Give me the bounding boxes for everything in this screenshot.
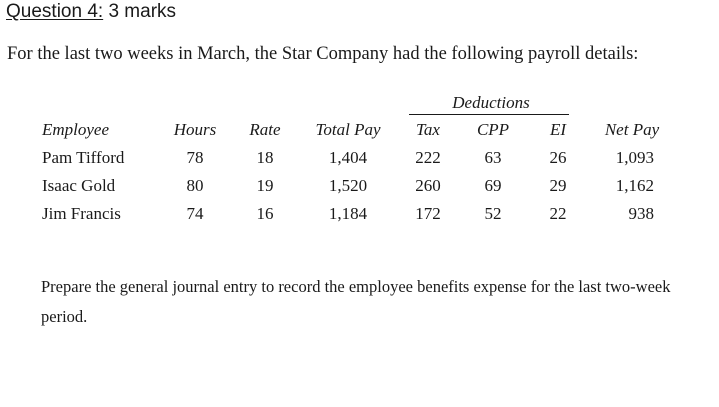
table-row-employee: Jim Francis (42, 204, 121, 223)
table-row-tax: 260 (415, 176, 441, 195)
table-row-ei: 29 (549, 176, 567, 195)
table-row-cpp: 69 (484, 176, 502, 195)
table-row-employee: Isaac Gold (42, 176, 116, 195)
table-row-total-pay: 1,404 (328, 148, 368, 167)
table-row-hours: 74 (186, 204, 204, 223)
table-row-total-pay: 1,184 (328, 204, 368, 223)
table-row-hours: 80 (186, 176, 204, 195)
table-row-tax: 222 (415, 148, 441, 167)
instruction-text: Prepare the general journal entry to rec… (41, 277, 671, 326)
table-row-net-pay: 1,093 (615, 148, 654, 167)
header-tax: Tax (416, 120, 440, 139)
table-row-ei: 26 (549, 148, 567, 167)
table-row-rate: 18 (256, 148, 274, 167)
header-net-pay: Net Pay (604, 120, 660, 139)
header-ei: EI (549, 120, 567, 139)
question-label: Question 4: (6, 1, 104, 22)
deductions-group-header: Deductions (452, 93, 530, 112)
table-row-total-pay: 1,520 (328, 176, 368, 195)
header-total-pay: Total Pay (315, 120, 381, 139)
table-row-employee: Pam Tifford (42, 148, 125, 167)
deductions-underline (409, 114, 569, 115)
table-row-hours: 78 (186, 148, 204, 167)
question-heading: Question 4: 3 marks (6, 0, 176, 24)
table-row-cpp: 52 (484, 204, 502, 223)
table-row-net-pay: 938 (628, 204, 655, 223)
intro-text: For the last two weeks in March, the Sta… (7, 44, 639, 64)
header-cpp: CPP (476, 120, 510, 139)
table-row-cpp: 63 (484, 148, 502, 167)
table-row-net-pay: 1,162 (615, 176, 654, 195)
table-row-rate: 19 (256, 176, 274, 195)
header-employee: Employee (42, 120, 110, 139)
question-marks: 3 marks (108, 1, 177, 22)
table-row-rate: 16 (256, 204, 274, 223)
table-row-ei: 22 (549, 204, 567, 223)
table-row-tax: 172 (415, 204, 441, 223)
header-hours: Hours (173, 120, 217, 139)
header-rate: Rate (249, 120, 281, 139)
